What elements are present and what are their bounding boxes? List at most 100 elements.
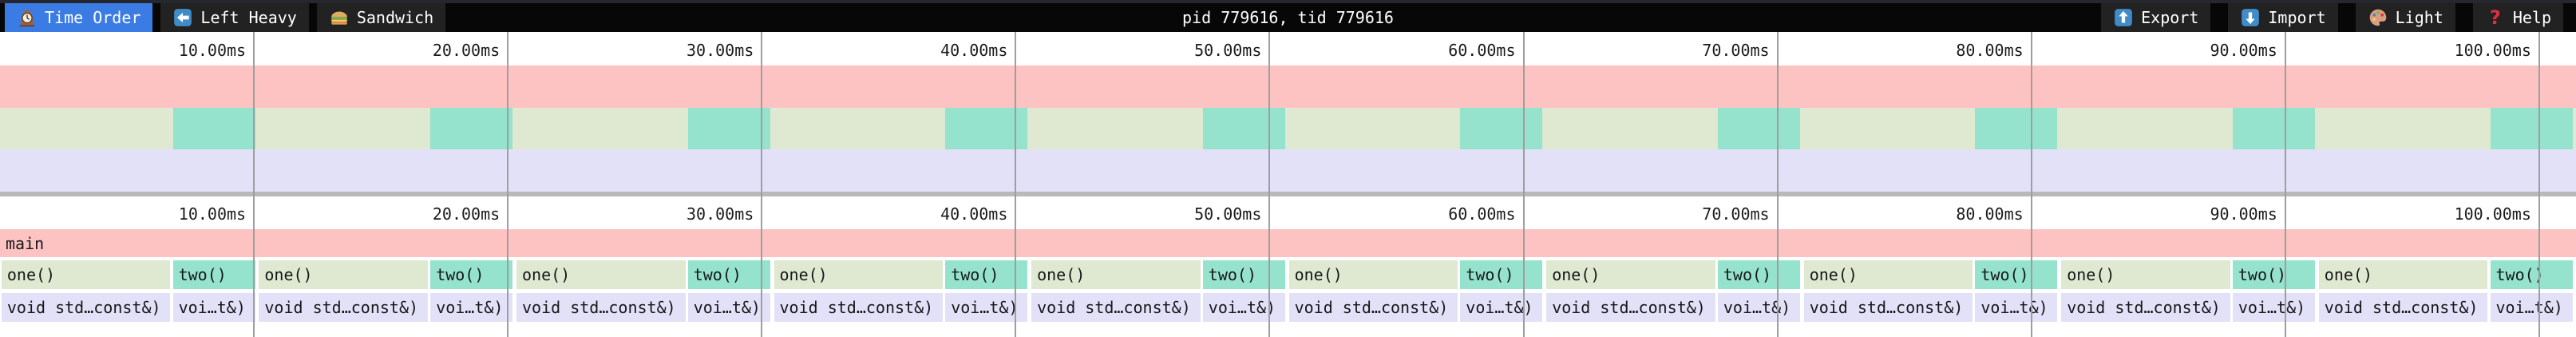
tick-label: 50.00ms	[1194, 204, 1262, 224]
flame-cell-two[interactable]: two()	[172, 260, 255, 289]
tab-left-heavy[interactable]: Left Heavy	[160, 3, 309, 32]
flame-cell-void-two[interactable]: voi…t&)	[1460, 293, 1543, 322]
flame-cell-two[interactable]: two()	[1202, 260, 1285, 289]
flame-cell-one[interactable]: one()	[259, 260, 428, 289]
frame-label: two()	[2238, 265, 2287, 284]
minimap-row-depth1[interactable]	[0, 108, 2576, 149]
palette-icon	[2368, 7, 2388, 28]
flame-cell-one[interactable]: one()	[1803, 260, 1973, 289]
flame-cell-two[interactable]: two()	[1717, 260, 1800, 289]
light-button[interactable]: Light	[2355, 3, 2455, 32]
flame-cell-one[interactable]: one()	[2061, 260, 2230, 289]
minimap-row-depth2[interactable]	[0, 149, 2576, 192]
flame-cell-void-two[interactable]: voi…t&)	[1202, 293, 1285, 322]
flame-cell-void-one[interactable]: void std…const&)	[1, 293, 171, 322]
flame-cell-void-one[interactable]: void std…const&)	[2061, 293, 2230, 322]
import-button[interactable]: Import	[2228, 3, 2338, 32]
flame-cell-one[interactable]: one()	[774, 260, 943, 289]
frame-label: void std…const&)	[1294, 298, 1449, 317]
flame-cell-void-one[interactable]: void std…const&)	[259, 293, 428, 322]
minimap-teal-segment[interactable]	[1202, 108, 1285, 149]
flame-cell-two[interactable]: two()	[687, 260, 770, 289]
frame-label: void std…const&)	[1809, 298, 1964, 317]
tab-left-heavy-label: Left Heavy	[200, 8, 297, 27]
flame-cell-void-two[interactable]: voi…t&)	[2490, 293, 2573, 322]
frame-label: one()	[522, 265, 571, 284]
flame-cell-void-two[interactable]: voi…t&)	[2232, 293, 2315, 322]
minimap-teal-segment[interactable]	[172, 108, 255, 149]
minimap-time-axis[interactable]: 10.00ms 20.00ms 30.00ms 40.00ms 50.00ms 60.00…	[0, 32, 2576, 65]
flame-cell-void-two[interactable]: voi…t&)	[430, 293, 513, 322]
flame-cell-void-two[interactable]: voi…t&)	[945, 293, 1028, 322]
minimap-teal-segment[interactable]	[1460, 108, 1543, 149]
tick-label: 100.00ms	[2454, 204, 2531, 224]
frame-label: voi…t&)	[178, 298, 246, 317]
flame-cell-one[interactable]: one()	[1546, 260, 1715, 289]
flame-cell-two[interactable]: two()	[2490, 260, 2573, 289]
minimap-teal-segment[interactable]	[430, 108, 513, 149]
flame-cell-two[interactable]: two()	[945, 260, 1028, 289]
flame-cell-void-one[interactable]: void std…const&)	[1288, 293, 1458, 322]
frame-label: two()	[1980, 265, 2029, 284]
flame-cell-void-two[interactable]: voi…t&)	[172, 293, 255, 322]
minimap-teal-segment[interactable]	[945, 108, 1028, 149]
flame-row-depth1: one() two() one() two() one() two() one() two()…	[0, 260, 2576, 289]
flame-cell-one[interactable]: one()	[2318, 260, 2488, 289]
tick-label: 60.00ms	[1448, 204, 1516, 224]
minimap-divider[interactable]	[0, 192, 2576, 196]
flame-cell-void-two[interactable]: voi…t&)	[1717, 293, 1800, 322]
minimap-teal-segment[interactable]	[2232, 108, 2315, 149]
flamechart-time-axis[interactable]: 10.00ms 20.00ms 30.00ms 40.00ms 50.00ms 60.00…	[0, 196, 2576, 229]
frame-label: void std…const&)	[2067, 298, 2221, 317]
flame-cell-void-two[interactable]: voi…t&)	[687, 293, 770, 322]
flame-cell-main[interactable]: main	[0, 229, 2576, 257]
frame-label: voi…t&)	[1980, 298, 2048, 317]
tick-label: 20.00ms	[432, 204, 501, 224]
clock-icon	[17, 7, 38, 28]
tick-label: 10.00ms	[178, 41, 247, 60]
tick-label: 20.00ms	[432, 41, 501, 60]
flame-cell-void-one[interactable]: void std…const&)	[1031, 293, 1201, 322]
view-tabs: Time Order Left Heavy Sandwich	[5, 3, 446, 32]
toolbar: Time Order Left Heavy Sandwich pid 779616,…	[0, 0, 2576, 32]
flame-row-root: main	[0, 229, 2576, 257]
frame-label: one()	[2067, 265, 2115, 284]
help-button[interactable]: ? Help	[2472, 3, 2563, 32]
flame-cell-one[interactable]: one()	[1031, 260, 1201, 289]
frame-label: main	[6, 233, 45, 253]
frame-label: void std…const&)	[779, 298, 934, 317]
flame-cell-void-one[interactable]: void std…const&)	[2318, 293, 2488, 322]
frame-label: one()	[779, 265, 828, 284]
flame-cell-void-two[interactable]: voi…t&)	[1975, 293, 2058, 322]
frame-label: one()	[1294, 265, 1343, 284]
frame-label: two()	[1723, 265, 1772, 284]
minimap-teal-segment[interactable]	[1975, 108, 2058, 149]
flame-cell-two[interactable]: two()	[1460, 260, 1543, 289]
flame-cell-one[interactable]: one()	[1, 260, 171, 289]
minimap-row-main[interactable]	[0, 65, 2576, 108]
flame-cell-void-one[interactable]: void std…const&)	[1803, 293, 1973, 322]
tab-sandwich[interactable]: Sandwich	[316, 3, 446, 32]
frame-label: void std…const&)	[1552, 298, 1706, 317]
flame-cell-void-one[interactable]: void std…const&)	[516, 293, 686, 322]
minimap-teal-segment[interactable]	[1717, 108, 1800, 149]
frame-label: voi…t&)	[1466, 298, 1533, 317]
export-button[interactable]: Export	[2101, 3, 2211, 32]
minimap-teal-segment[interactable]	[687, 108, 770, 149]
tab-time-order[interactable]: Time Order	[5, 3, 153, 32]
flame-cell-void-one[interactable]: void std…const&)	[774, 293, 943, 322]
minimap[interactable]	[0, 65, 2576, 192]
minimap-teal-segment[interactable]	[2490, 108, 2573, 149]
frame-label: voi…t&)	[2495, 298, 2563, 317]
flame-cell-two[interactable]: two()	[1975, 260, 2058, 289]
export-button-label: Export	[2141, 8, 2199, 27]
flame-cell-one[interactable]: one()	[516, 260, 686, 289]
frame-label: void std…const&)	[6, 298, 161, 317]
flame-cell-two[interactable]: two()	[2232, 260, 2315, 289]
flame-cell-one[interactable]: one()	[1288, 260, 1458, 289]
flame-cell-void-one[interactable]: void std…const&)	[1546, 293, 1715, 322]
flame-cell-two[interactable]: two()	[430, 260, 513, 289]
frame-label: voi…t&)	[2238, 298, 2306, 317]
frame-label: one()	[1809, 265, 1858, 284]
